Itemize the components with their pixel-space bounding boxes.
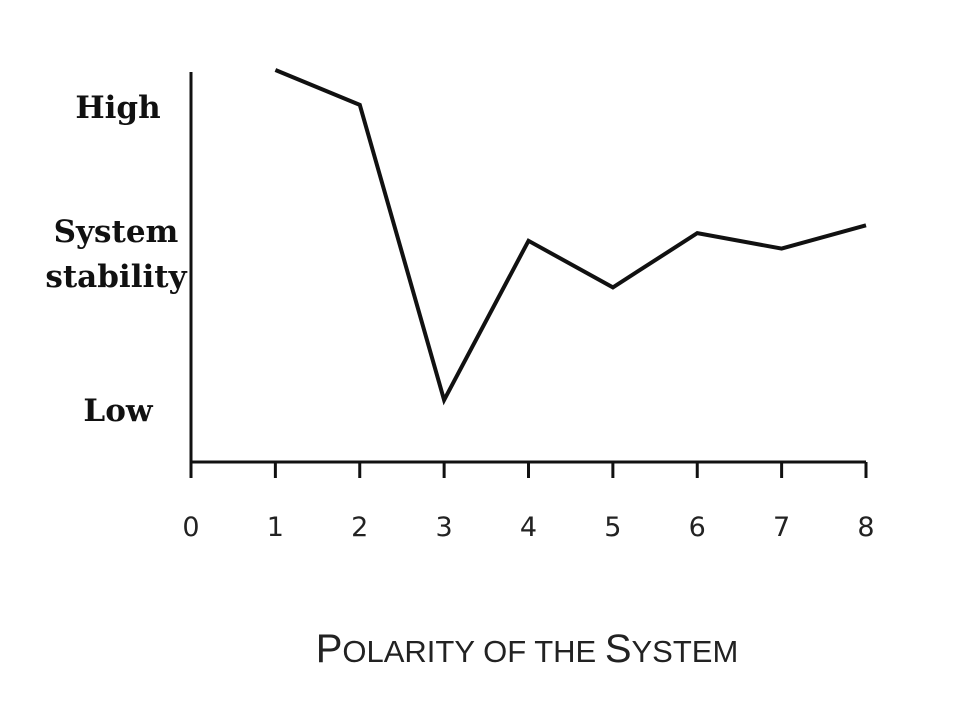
- x-tick-label-3: 3: [436, 512, 453, 543]
- x-tick-label-8: 8: [857, 512, 874, 543]
- series-line: [274, 68, 867, 406]
- x-tick-label-1: 1: [267, 512, 284, 543]
- x-axis-label-part1: OLARITY OF THE: [342, 634, 604, 669]
- x-axis-label-part2: YSTEM: [632, 634, 739, 669]
- x-tick-label-6: 6: [689, 512, 706, 543]
- x-axis-label-cap2: S: [605, 627, 632, 671]
- x-ticks: 0 1 2 3 4 5 6 7 8: [182, 462, 875, 543]
- y-high-label: High: [75, 90, 160, 126]
- x-tick-label-2: 2: [351, 512, 368, 543]
- x-tick-label-5: 5: [604, 512, 621, 543]
- data-points: [275, 69, 867, 401]
- y-axis-label-line1: System: [54, 214, 179, 250]
- y-axis-label-line2: stability: [45, 259, 187, 295]
- x-axis-label: POLARITY OF THE SYSTEM: [316, 627, 739, 671]
- x-tick-label-4: 4: [520, 512, 537, 543]
- x-axis-label-cap1: P: [316, 627, 343, 671]
- y-low-label: Low: [83, 393, 153, 429]
- x-tick-label-0: 0: [182, 512, 199, 543]
- x-tick-label-7: 7: [773, 512, 790, 543]
